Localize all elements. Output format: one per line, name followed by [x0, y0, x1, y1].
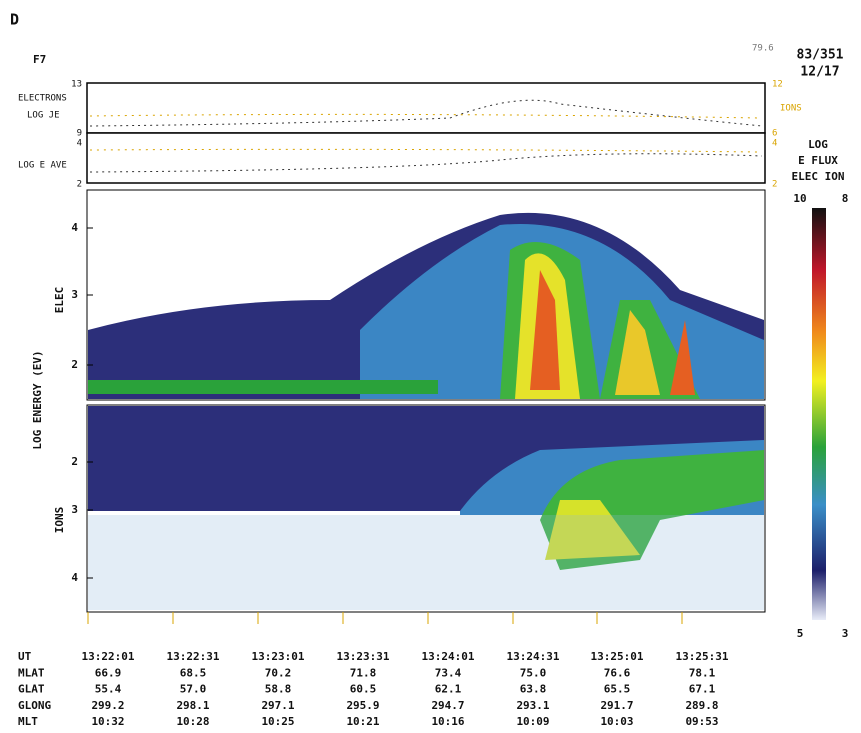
cell: 13:22:31	[167, 650, 220, 663]
tick-label: 4	[772, 139, 777, 149]
cell: 71.8	[350, 666, 377, 679]
cell: 55.4	[95, 683, 122, 696]
elec-label: ELEC	[53, 287, 66, 314]
y-axis-label: LOG ENERGY (EV)	[31, 350, 44, 449]
cell: 58.8	[265, 683, 292, 696]
cell: 297.1	[261, 699, 294, 712]
cell: 57.0	[180, 683, 207, 696]
ion-spectrogram	[87, 405, 765, 612]
cell: 75.0	[520, 666, 547, 679]
cell: 10:21	[346, 715, 379, 728]
electron-spectrogram	[87, 190, 765, 400]
tick-label: 13	[71, 80, 82, 90]
cell: 10:32	[91, 715, 124, 728]
energy-ave-panel	[87, 133, 765, 183]
date: 12/17	[800, 65, 839, 80]
colorbar-label: 8	[842, 192, 849, 205]
tick-label: 4	[77, 139, 82, 149]
colorbar-label: 5	[797, 627, 804, 640]
row-label: MLAT	[18, 666, 45, 679]
cell: 295.9	[346, 699, 379, 712]
cell: 10:28	[176, 715, 209, 728]
cell: 13:22:01	[82, 650, 135, 663]
figure: D F7 79.6 83/351 12/17 ELECTRONS LOG JE …	[0, 0, 861, 733]
tick-label: 2	[77, 180, 82, 190]
electrons-label: ELECTRONS	[18, 94, 67, 104]
tick-label: 2	[71, 455, 78, 468]
colorbar-title: ELEC ION	[792, 170, 845, 183]
cell: 78.1	[689, 666, 716, 679]
tick-label: 3	[71, 503, 78, 516]
cell: 294.7	[431, 699, 464, 712]
cell: 66.9	[95, 666, 122, 679]
colorbar-label: 10	[793, 192, 806, 205]
cell: 13:25:31	[676, 650, 729, 663]
cell: 09:53	[685, 715, 718, 728]
cell: 10:25	[261, 715, 294, 728]
row-label: MLT	[18, 715, 38, 728]
tick-label: 9	[77, 129, 82, 139]
row-label: GLONG	[18, 699, 51, 712]
cell: 293.1	[516, 699, 549, 712]
cell: 289.8	[685, 699, 718, 712]
ions-label: IONS	[780, 104, 802, 114]
cell: 13:24:31	[507, 650, 560, 663]
cell: 10:03	[600, 715, 633, 728]
colorbar	[812, 208, 826, 620]
ions-label: IONS	[53, 507, 66, 534]
log-e-ave-label: LOG E AVE	[18, 161, 67, 171]
cell: 10:09	[516, 715, 549, 728]
cell: 76.6	[604, 666, 631, 679]
row-label: UT	[18, 650, 32, 663]
tick-label: 4	[71, 571, 78, 584]
colorbar-label: 3	[842, 627, 849, 640]
tick-label: 6	[772, 129, 777, 139]
cell: 63.8	[520, 683, 547, 696]
colorbar-title: E FLUX	[798, 154, 838, 167]
electron-flux-panel	[87, 83, 765, 133]
corner-value: 79.6	[752, 44, 774, 54]
row-label: GLAT	[18, 683, 45, 696]
day-of-year: 83/351	[797, 48, 844, 63]
cell: 68.5	[180, 666, 207, 679]
cell: 65.5	[604, 683, 631, 696]
cell: 291.7	[600, 699, 633, 712]
cell: 67.1	[689, 683, 716, 696]
cell: 62.1	[435, 683, 462, 696]
cell: 13:25:01	[591, 650, 644, 663]
tick-label: 12	[772, 80, 783, 90]
tick-label: 3	[71, 288, 78, 301]
cell: 10:16	[431, 715, 464, 728]
cell: 13:23:31	[337, 650, 390, 663]
cell: 73.4	[435, 666, 462, 679]
satellite: F7	[33, 53, 46, 66]
tick-label: 2	[71, 358, 78, 371]
cell: 299.2	[91, 699, 124, 712]
cell: 60.5	[350, 683, 377, 696]
tick-label: 2	[772, 180, 777, 190]
cell: 298.1	[176, 699, 209, 712]
panel-label: D	[10, 11, 19, 29]
cell: 70.2	[265, 666, 292, 679]
tick-label: 4	[71, 221, 78, 234]
cell: 13:23:01	[252, 650, 305, 663]
log-je-label: LOG JE	[27, 111, 60, 121]
cell: 13:24:01	[422, 650, 475, 663]
colorbar-title: LOG	[808, 138, 828, 151]
